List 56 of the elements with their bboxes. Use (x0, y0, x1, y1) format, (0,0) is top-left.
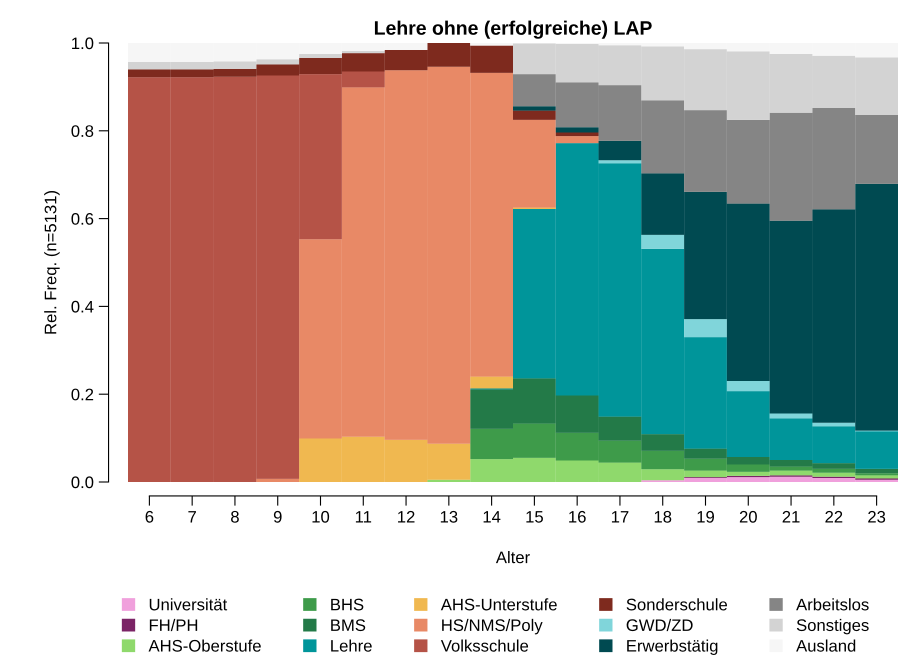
y-tick-label: 0.8 (71, 125, 94, 138)
x-tick-label: 10 (312, 510, 330, 523)
bar (513, 106, 556, 111)
legend-label: BMS (331, 619, 366, 632)
legend-label: AHS-Oberstufe (148, 639, 261, 652)
legend-label: HS/NMS/Poly (442, 618, 543, 634)
bar (598, 160, 642, 164)
y-tick-label: 0.4 (71, 300, 94, 313)
y-tick-label: 1.0 (72, 37, 94, 50)
y-tick-label: 0.2 (71, 388, 94, 400)
x-tick-label: 14 (484, 511, 500, 523)
x-tick-label: 21 (782, 510, 800, 523)
x-tick-label: 18 (654, 510, 672, 523)
x-tick-label: 6 (146, 510, 154, 523)
x-tick-label: 7 (188, 511, 196, 523)
legend-label: Ausland (796, 639, 856, 652)
x-tick-label: 15 (526, 511, 543, 523)
bar (598, 140, 642, 160)
bar (770, 414, 812, 418)
x-tick-label: 23 (868, 510, 886, 523)
x-tick-label: 17 (612, 511, 628, 523)
x-tick-label: 8 (231, 510, 239, 523)
bar (812, 422, 856, 426)
bar (641, 234, 684, 249)
x-tick-label: 22 (825, 510, 842, 523)
bar (470, 376, 513, 388)
legend-label: AHS-Unterstufe (440, 598, 557, 610)
chart-title: Lehre ohne (erfolgreiche) LAP (374, 20, 652, 39)
bar (556, 127, 599, 133)
legend-label: Volksschule (440, 639, 528, 652)
x-tick-label: 12 (398, 510, 414, 523)
x-tick-label: 13 (440, 510, 458, 523)
x-tick-label: 20 (740, 510, 757, 523)
legend-label: FH/PH (150, 618, 198, 632)
legend-label: GWD/ZD (626, 618, 693, 632)
y-axis-title: Rel. Freq. (n=5131) (44, 191, 60, 334)
legend-label: Lehre (331, 639, 372, 652)
bar (513, 110, 556, 120)
legend-label: Erwerbstätig (627, 639, 718, 655)
legend-label: Sonderschule (626, 598, 728, 610)
x-axis-title: Alter (496, 551, 530, 564)
x-tick-label: 19 (698, 510, 714, 523)
bar (726, 381, 770, 392)
y-tick-label: 0.6 (71, 213, 94, 225)
y-tick-label: 0.0 (71, 476, 94, 488)
x-tick-label: 11 (356, 511, 372, 523)
bar (684, 319, 727, 338)
bar (256, 478, 300, 482)
legend-label: Sonstiges (796, 618, 869, 634)
bar (556, 132, 599, 136)
x-tick-label: 16 (569, 510, 586, 523)
legend-label: BHS (331, 598, 364, 610)
legend-label: Universität (150, 598, 228, 610)
x-tick-label: 9 (274, 510, 282, 523)
bar (855, 468, 898, 474)
legend-label: Arbeitslos (796, 598, 869, 610)
